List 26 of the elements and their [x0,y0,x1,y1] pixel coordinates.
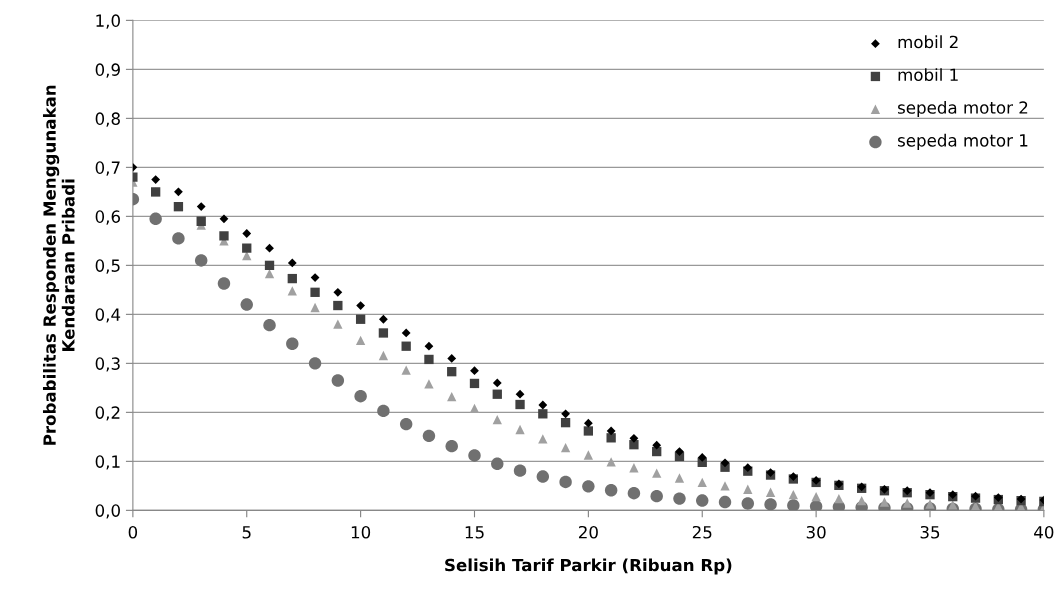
y-tick-label: 1,0 [96,14,120,29]
y-tick-label: 0,8 [95,112,120,127]
y-tick-label: 0,9 [95,63,120,78]
x-axis-title: Selisih Tarif Parkir (Ribuan Rp) [445,558,732,575]
y-tick-label: 0,0 [95,504,120,519]
legend-label: mobil 2 [898,35,958,49]
x-tick-label: 35 [920,525,940,539]
x-tick-label: 40 [1034,525,1054,539]
y-axis-title: Probabilitas Responden Menggunakan Kendaraan Pribadi [42,85,75,445]
y-tick-label: 0,4 [95,308,121,323]
x-tick-label: 5 [242,526,251,539]
x-tick-label: 15 [465,526,484,539]
y-tick-label: 0,5 [95,259,120,274]
y-tick-label: 0,2 [95,406,120,421]
y-tick-label: 0,1 [95,455,120,470]
x-tick-label: 20 [578,525,598,539]
y-tick-label: 0,7 [95,161,120,176]
x-tick-label: 0 [128,525,138,539]
x-tick-label: 30 [806,525,826,539]
legend-label: mobil 1 [898,68,958,82]
y-tick-label: 0,3 [95,357,120,372]
x-tick-label: 10 [351,525,371,539]
legend-label: sepeda motor 1 [897,133,1028,150]
x-tick-label: 25 [692,525,712,539]
y-tick-label: 0,6 [95,210,121,225]
legend-label: sepeda motor 2 [897,100,1028,118]
